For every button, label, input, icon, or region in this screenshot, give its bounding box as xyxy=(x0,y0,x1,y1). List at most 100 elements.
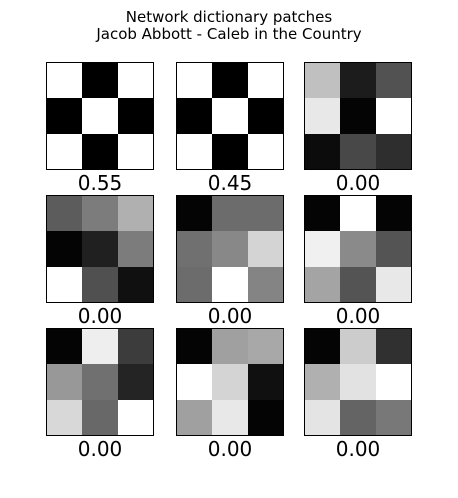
patch-pixel xyxy=(47,364,83,400)
patch-pixel xyxy=(340,399,376,435)
patch-panel xyxy=(46,195,154,303)
chart-subtitle: Jacob Abbott - Caleb in the Country xyxy=(96,25,362,43)
patch-value-label: 0.55 xyxy=(77,171,123,195)
patch-pixel xyxy=(305,329,341,365)
patch-pixel xyxy=(212,63,248,99)
patch-pixel xyxy=(82,231,118,267)
patch-pixel xyxy=(117,329,153,365)
patch-pixel xyxy=(47,231,83,267)
patch-pixel xyxy=(340,329,376,365)
patch-pixel xyxy=(212,196,248,232)
patch-pixel xyxy=(212,231,248,267)
patch-pixel xyxy=(177,266,213,302)
patch-pixel xyxy=(305,266,341,302)
patch-pixel xyxy=(117,63,153,99)
patch-pixel xyxy=(305,399,341,435)
patch-pixel xyxy=(305,231,341,267)
patch-panel xyxy=(46,62,154,170)
patch-pixel xyxy=(375,133,411,169)
patch-pixel xyxy=(375,98,411,134)
patch-pixel xyxy=(117,133,153,169)
patch-value-label: 0.00 xyxy=(77,304,123,328)
patch-pixel xyxy=(212,329,248,365)
patch-value-label: 0.00 xyxy=(77,437,123,461)
patch-pixel xyxy=(340,63,376,99)
patch-pixel xyxy=(177,399,213,435)
patch-value-label: 0.00 xyxy=(335,304,381,328)
patch-pixel xyxy=(212,399,248,435)
patch-pixel xyxy=(82,196,118,232)
patch-panel xyxy=(46,328,154,436)
patch-pixel xyxy=(177,98,213,134)
patch-pixel xyxy=(375,399,411,435)
patch-pixel xyxy=(82,133,118,169)
patch-pixel xyxy=(247,364,283,400)
patch-pixel xyxy=(247,63,283,99)
patch-panel xyxy=(304,62,412,170)
patch-pixel xyxy=(247,329,283,365)
patch-pixel xyxy=(340,133,376,169)
patch-pixel xyxy=(117,98,153,134)
patch-pixel xyxy=(305,133,341,169)
patch-pixel xyxy=(247,399,283,435)
patch-value-label: 0.45 xyxy=(207,171,253,195)
patch-pixel xyxy=(82,63,118,99)
patch-pixel xyxy=(375,329,411,365)
patch-pixel xyxy=(82,98,118,134)
patch-pixel xyxy=(177,364,213,400)
patch-pixel xyxy=(305,63,341,99)
patch-pixel xyxy=(82,266,118,302)
patch-pixel xyxy=(117,196,153,232)
patch-value-label: 0.00 xyxy=(207,437,253,461)
patch-pixel xyxy=(375,231,411,267)
patch-value-label: 0.00 xyxy=(335,437,381,461)
patch-pixel xyxy=(212,133,248,169)
patch-pixel xyxy=(375,266,411,302)
patch-pixel xyxy=(375,196,411,232)
patch-pixel xyxy=(212,98,248,134)
patch-pixel xyxy=(82,329,118,365)
patch-pixel xyxy=(375,63,411,99)
patch-pixel xyxy=(117,399,153,435)
patch-panel xyxy=(176,328,284,436)
patch-pixel xyxy=(82,364,118,400)
patch-pixel xyxy=(247,196,283,232)
patch-pixel xyxy=(375,364,411,400)
patch-pixel xyxy=(47,133,83,169)
patch-panel xyxy=(304,195,412,303)
patch-pixel xyxy=(177,231,213,267)
patch-pixel xyxy=(305,98,341,134)
patch-pixel xyxy=(117,364,153,400)
patch-pixel xyxy=(47,329,83,365)
patch-pixel xyxy=(177,329,213,365)
patch-pixel xyxy=(340,231,376,267)
patch-value-label: 0.00 xyxy=(335,171,381,195)
patch-pixel xyxy=(177,63,213,99)
patch-panel xyxy=(176,62,284,170)
patch-pixel xyxy=(247,133,283,169)
patch-value-label: 0.00 xyxy=(207,304,253,328)
patch-pixel xyxy=(305,196,341,232)
patch-pixel xyxy=(212,364,248,400)
patch-pixel xyxy=(177,196,213,232)
patch-pixel xyxy=(247,231,283,267)
patch-pixel xyxy=(340,196,376,232)
patch-pixel xyxy=(117,266,153,302)
patch-panel xyxy=(176,195,284,303)
patch-pixel xyxy=(340,266,376,302)
patch-panel xyxy=(304,328,412,436)
patch-pixel xyxy=(47,63,83,99)
chart-title: Network dictionary patches xyxy=(125,8,333,26)
patch-pixel xyxy=(47,98,83,134)
patch-pixel xyxy=(305,364,341,400)
patch-pixel xyxy=(340,98,376,134)
patch-pixel xyxy=(47,266,83,302)
patch-pixel xyxy=(340,364,376,400)
patch-pixel xyxy=(247,266,283,302)
patch-pixel xyxy=(47,196,83,232)
patch-pixel xyxy=(212,266,248,302)
patch-pixel xyxy=(117,231,153,267)
patch-pixel xyxy=(247,98,283,134)
patch-pixel xyxy=(82,399,118,435)
patch-pixel xyxy=(47,399,83,435)
